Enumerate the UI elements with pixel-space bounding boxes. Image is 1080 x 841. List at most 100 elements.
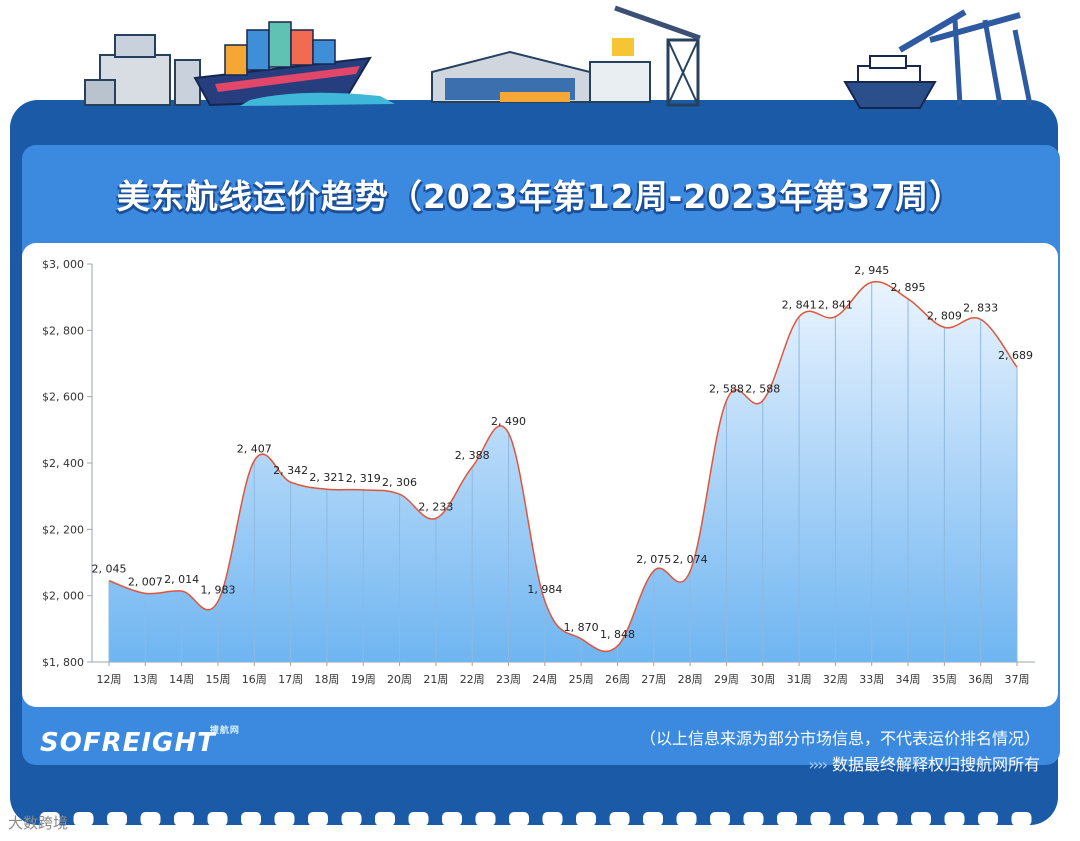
data-label: 2, 490 <box>491 415 526 428</box>
crane-icon <box>612 5 701 107</box>
y-tick-label: $2, 000 <box>42 590 84 603</box>
y-tick-label: $1, 800 <box>42 656 84 669</box>
notch-shape <box>341 812 362 826</box>
notch-shape <box>207 812 228 826</box>
data-label: 1, 983 <box>200 583 235 596</box>
notch-shape <box>542 812 563 826</box>
notch-shape <box>174 812 194 826</box>
logo-text: SOFREIGHT <box>40 728 216 758</box>
data-label: 2, 841 <box>818 299 853 312</box>
x-tick-label: 36周 <box>968 673 993 686</box>
data-label: 1, 984 <box>527 583 562 596</box>
data-label: 2, 588 <box>709 383 744 396</box>
x-tick-label: 37周 <box>1005 673 1030 686</box>
rights-text: 数据最终解释权归搜航网所有 <box>831 755 1040 774</box>
notch-shape <box>944 812 965 826</box>
warehouse-icon <box>431 50 651 103</box>
y-tick-label: $2, 200 <box>42 523 84 536</box>
data-label: 1, 870 <box>564 621 599 634</box>
x-tick-label: 17周 <box>278 673 303 686</box>
x-tick-label: 19周 <box>351 673 376 686</box>
data-label: 2, 945 <box>854 264 889 277</box>
data-label: 2, 007 <box>128 575 163 588</box>
data-label: 2, 014 <box>164 573 199 586</box>
data-label: 2, 321 <box>309 471 344 484</box>
data-label: 1, 848 <box>600 628 635 641</box>
notch-shape <box>576 812 596 826</box>
data-label: 2, 319 <box>346 472 381 485</box>
x-tick-label: 16周 <box>242 673 267 686</box>
port-building-icon <box>84 34 201 106</box>
x-axis: 12周 13周 14周 15周 16周 17周 18周 19周 20周 21周 22周 23周 24周 2… <box>92 661 1035 686</box>
data-label: 2, 075 <box>636 553 671 566</box>
cruise-ship-icon <box>843 55 937 109</box>
y-tick-label: $2, 400 <box>42 457 84 470</box>
area-fill <box>109 281 1017 662</box>
data-label: 2, 689 <box>998 349 1033 362</box>
x-tick-label: 12周 <box>97 673 122 686</box>
notch-shape <box>509 812 529 826</box>
data-label: 2, 588 <box>745 383 780 396</box>
notch-shape <box>643 812 663 826</box>
notch-shape <box>408 812 429 826</box>
data-label: 2, 809 <box>927 309 962 322</box>
gantry-crane-icon <box>898 9 1033 106</box>
x-tick-label: 33周 <box>859 673 884 686</box>
container-ship-icon <box>193 21 395 107</box>
notch-shape <box>810 812 831 826</box>
notch-shape <box>676 812 697 826</box>
data-label: 2, 895 <box>891 281 926 294</box>
source-note: （以上信息来源为部分市场信息，不代表运价排名情况） <box>639 729 1040 748</box>
data-label: 2, 045 <box>92 563 127 576</box>
x-tick-label: 32周 <box>823 673 848 686</box>
notch-shape <box>609 812 630 826</box>
x-tick-label: 30周 <box>750 673 775 686</box>
vertical-drop-lines <box>108 282 1018 662</box>
x-tick-label: 21周 <box>423 673 448 686</box>
x-tick-label: 35周 <box>932 673 957 686</box>
x-tick-label: 13周 <box>133 673 158 686</box>
notch-shape <box>911 812 931 826</box>
rights-note: ›››› 数据最终解释权归搜航网所有 <box>808 751 1040 775</box>
notch-shape <box>1011 812 1032 826</box>
x-tick-label: 18周 <box>314 673 339 686</box>
notch-shape <box>442 812 462 826</box>
corner-watermark: 大数跨境 <box>8 814 69 832</box>
chevrons-icon: ›››› <box>808 755 828 774</box>
notch-shape <box>241 812 261 826</box>
notch-shape <box>73 812 94 826</box>
notch-shape <box>844 812 864 826</box>
notch-shape <box>375 812 395 826</box>
sofreight-logo: SOFREIGHT搜航网 <box>40 726 246 758</box>
notch-shape <box>274 812 295 826</box>
data-label: 2, 074 <box>673 553 708 566</box>
data-label: 2, 841 <box>782 299 817 312</box>
chart-plot-area: $1, 800 $2, 000 $2, 200 $2, 400 $2, 600 $2, 8… <box>42 258 1035 686</box>
notch-shape <box>777 812 797 826</box>
data-label: 2, 233 <box>418 500 453 513</box>
x-tick-label: 25周 <box>569 673 594 686</box>
x-tick-label: 14周 <box>169 673 194 686</box>
data-label: 2, 833 <box>963 301 998 314</box>
data-label: 2, 388 <box>455 449 490 462</box>
x-tick-label: 20周 <box>387 673 412 686</box>
panel-notches <box>40 812 1032 826</box>
port-illustration <box>84 5 1033 109</box>
series-line <box>108 280 1018 653</box>
y-tick-label: $3, 000 <box>42 258 84 271</box>
notch-shape <box>710 812 730 826</box>
x-tick-label: 26周 <box>605 673 630 686</box>
notch-shape <box>107 812 127 826</box>
x-tick-label: 22周 <box>460 673 485 686</box>
chart-title: 美东航线运价趋势（2023年第12周-2023年第37周） <box>116 177 964 216</box>
x-tick-label: 15周 <box>205 673 230 686</box>
notch-shape <box>40 812 60 826</box>
x-tick-label: 31周 <box>787 673 812 686</box>
x-tick-label: 28周 <box>678 673 703 686</box>
data-label: 2, 306 <box>382 476 417 489</box>
notch-shape <box>877 812 898 826</box>
notch-shape <box>978 812 998 826</box>
x-tick-label: 29周 <box>714 673 739 686</box>
